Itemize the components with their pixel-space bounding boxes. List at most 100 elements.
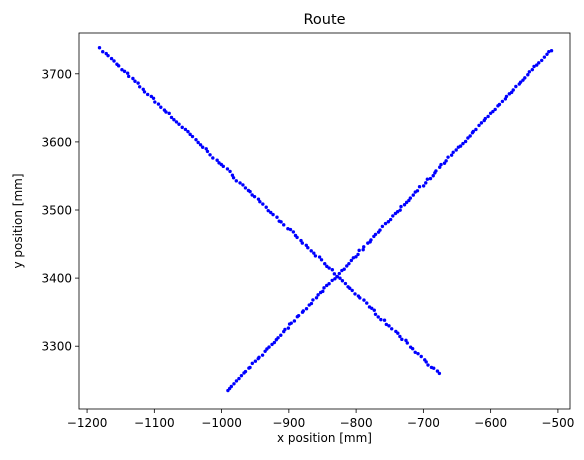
y-tick-label: 3500 bbox=[41, 204, 72, 218]
data-point bbox=[373, 232, 378, 237]
data-point bbox=[291, 230, 296, 234]
data-point bbox=[288, 227, 293, 232]
data-point bbox=[317, 255, 322, 259]
data-point bbox=[500, 99, 505, 104]
data-point bbox=[142, 90, 147, 94]
data-point bbox=[196, 140, 200, 145]
data-point bbox=[299, 238, 303, 243]
data-point bbox=[321, 289, 325, 294]
data-point bbox=[410, 346, 415, 351]
data-point bbox=[526, 73, 530, 77]
data-point bbox=[497, 102, 502, 107]
data-point bbox=[234, 379, 239, 383]
data-point bbox=[463, 139, 468, 144]
data-point bbox=[301, 309, 305, 313]
data-point bbox=[424, 360, 428, 364]
data-point bbox=[131, 76, 135, 81]
x-tick-label: −600 bbox=[474, 416, 507, 430]
data-point bbox=[304, 306, 309, 311]
data-point bbox=[479, 121, 484, 125]
data-point bbox=[416, 351, 420, 356]
data-point bbox=[415, 189, 420, 193]
data-point bbox=[167, 111, 171, 116]
data-point bbox=[327, 266, 331, 270]
data-point bbox=[372, 308, 376, 312]
axes-frame bbox=[78, 32, 571, 410]
data-point bbox=[292, 319, 297, 323]
data-point bbox=[186, 129, 190, 134]
y-tick-label: 3300 bbox=[41, 340, 72, 354]
data-point bbox=[286, 326, 291, 330]
data-point bbox=[446, 155, 450, 159]
data-point bbox=[250, 193, 254, 197]
data-point bbox=[204, 147, 208, 151]
data-point bbox=[172, 118, 176, 122]
data-point bbox=[120, 68, 124, 72]
x-axis-label: x position [mm] bbox=[277, 431, 372, 445]
data-point bbox=[435, 369, 440, 373]
data-point bbox=[211, 156, 215, 160]
data-point bbox=[511, 88, 515, 92]
data-point bbox=[458, 144, 463, 148]
data-point bbox=[133, 79, 137, 83]
data-point bbox=[345, 264, 349, 268]
data-point bbox=[237, 376, 241, 381]
data-point bbox=[276, 336, 280, 340]
data-point bbox=[405, 341, 409, 345]
data-point bbox=[325, 283, 329, 288]
data-point bbox=[425, 177, 430, 181]
data-point bbox=[411, 193, 415, 197]
data-point bbox=[164, 110, 168, 114]
data-point bbox=[215, 158, 219, 162]
data-point bbox=[260, 353, 265, 357]
data-point bbox=[122, 69, 127, 74]
y-axis-label: y position [mm] bbox=[11, 173, 25, 268]
data-point bbox=[279, 333, 283, 337]
data-point bbox=[266, 208, 270, 213]
data-point bbox=[362, 245, 366, 249]
data-point bbox=[269, 210, 273, 215]
data-point bbox=[537, 61, 541, 65]
data-point bbox=[437, 371, 442, 376]
data-point bbox=[413, 350, 417, 354]
data-point bbox=[387, 324, 391, 328]
data-point bbox=[342, 267, 346, 271]
data-point bbox=[208, 153, 212, 157]
data-point bbox=[426, 363, 430, 367]
y-tick-label: 3700 bbox=[41, 67, 72, 81]
data-point bbox=[200, 145, 205, 149]
data-point bbox=[257, 355, 261, 360]
x-tick-label: −700 bbox=[407, 416, 440, 430]
y-tick-label: 3600 bbox=[41, 135, 72, 149]
data-point bbox=[535, 63, 539, 67]
data-point bbox=[141, 87, 145, 92]
data-point bbox=[383, 221, 388, 226]
data-point bbox=[396, 331, 400, 335]
data-point bbox=[408, 196, 413, 200]
data-point bbox=[400, 337, 404, 342]
y-tick-label: 3400 bbox=[41, 272, 72, 286]
data-point bbox=[540, 58, 544, 63]
data-point bbox=[428, 176, 433, 181]
data-point bbox=[417, 185, 422, 189]
data-point bbox=[239, 373, 244, 378]
data-point bbox=[261, 202, 265, 206]
x-tick-label: −1200 bbox=[67, 416, 108, 430]
data-point bbox=[230, 173, 235, 177]
data-point bbox=[309, 249, 313, 253]
data-point bbox=[369, 238, 373, 242]
data-point bbox=[137, 85, 142, 89]
data-point bbox=[279, 220, 283, 224]
data-point bbox=[180, 125, 184, 130]
data-point bbox=[151, 96, 156, 100]
data-point bbox=[296, 313, 301, 318]
data-point bbox=[376, 315, 380, 319]
data-point bbox=[169, 115, 174, 120]
data-point bbox=[358, 296, 362, 300]
data-point bbox=[439, 162, 443, 167]
data-point bbox=[483, 116, 487, 121]
data-point bbox=[282, 223, 286, 227]
data-point bbox=[335, 275, 340, 279]
data-point bbox=[530, 67, 535, 72]
data-point bbox=[330, 278, 334, 283]
